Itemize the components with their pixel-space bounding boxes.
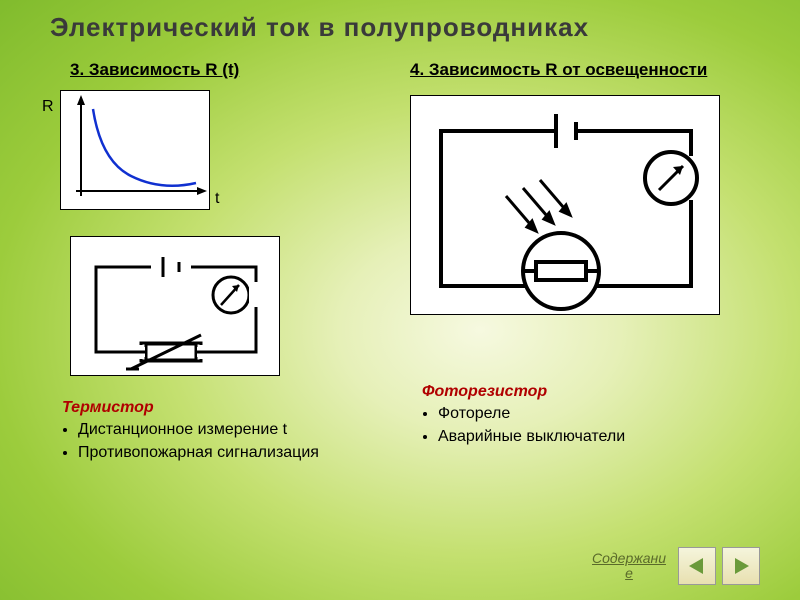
left-caption-item: Дистанционное измерение t (78, 419, 360, 441)
axis-label-t: t (215, 190, 219, 208)
left-heading: 3. Зависимость R (t) (70, 60, 360, 80)
left-caption-item: Противопожарная сигнализация (78, 442, 360, 464)
right-column: 4. Зависимость R от освещенности (400, 60, 760, 448)
thermistor-circuit (70, 236, 360, 382)
left-column: 3. Зависимость R (t) R t (40, 60, 360, 464)
thermistor-label: Термистор (62, 397, 360, 419)
right-heading: 4. Зависимость R от освещенности (410, 60, 760, 80)
photoresistor-label: Фоторезистор (422, 381, 760, 403)
graph-rt: R t (60, 90, 360, 216)
prev-button[interactable] (678, 547, 716, 585)
axis-label-r: R (42, 98, 54, 116)
photoresistor-circuit (410, 95, 760, 321)
left-caption: Термистор Дистанционное измерение t Прот… (50, 397, 360, 464)
contents-link[interactable]: Содержани е (592, 551, 666, 582)
page-title: Электрический ток в полупроводниках (0, 0, 800, 43)
right-caption-item: Аварийные выключатели (438, 426, 760, 448)
right-caption: Фоторезистор Фотореле Аварийные выключат… (410, 381, 760, 448)
right-caption-item: Фотореле (438, 403, 760, 425)
next-button[interactable] (722, 547, 760, 585)
nav-container: Содержани е (592, 547, 760, 585)
